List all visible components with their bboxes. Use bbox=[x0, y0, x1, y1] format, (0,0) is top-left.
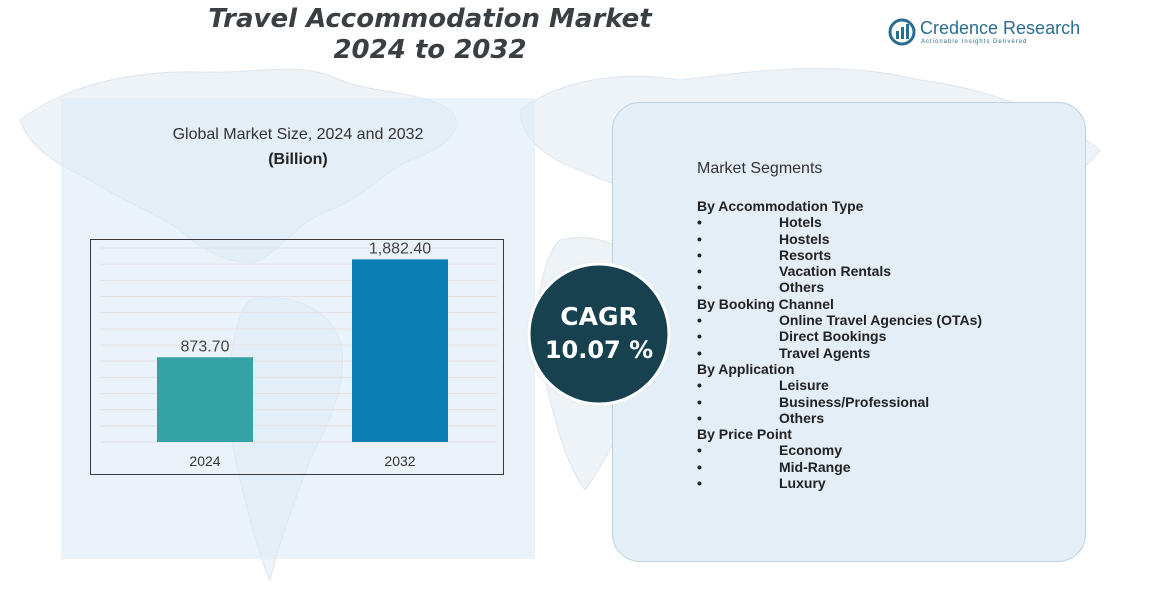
title-line-2: 2024 to 2032 bbox=[333, 35, 527, 65]
bullet-icon: • bbox=[697, 442, 702, 459]
segment-item-label: Online Travel Agencies (OTAs) bbox=[779, 312, 983, 329]
cagr-circle bbox=[527, 262, 671, 406]
segment-item: • Hotels bbox=[697, 214, 1067, 230]
chart-subtitle: (Billion) bbox=[268, 151, 328, 168]
page-title: Travel Accommodation Market 2024 to 2032 bbox=[170, 4, 690, 66]
bullet-icon: • bbox=[697, 344, 702, 361]
segments-title: Market Segments bbox=[697, 160, 823, 177]
cagr-badge: CAGR 10.07 % bbox=[527, 262, 671, 406]
segment-item: • Others bbox=[697, 279, 1067, 295]
bullet-icon: • bbox=[697, 246, 702, 263]
segment-group-title: By Price Point bbox=[697, 426, 792, 443]
segment-item-label: Others bbox=[779, 409, 825, 426]
title-line-1: Travel Accommodation Market bbox=[208, 4, 652, 34]
bullet-icon: • bbox=[697, 475, 702, 492]
x-tick-label: 2032 bbox=[384, 453, 415, 469]
segment-item-label: Luxury bbox=[779, 475, 826, 492]
x-tick-label: 2024 bbox=[189, 453, 220, 469]
segment-item-label: Resorts bbox=[779, 246, 832, 263]
segment-item-label: Business/Professional bbox=[779, 393, 930, 410]
cagr-value: 10.07 % bbox=[544, 336, 654, 364]
company-logo: Credence Research Actionable Insights De… bbox=[888, 16, 1080, 50]
bullet-icon: • bbox=[697, 279, 702, 296]
segment-item: • Travel Agents bbox=[697, 345, 1067, 361]
segment-item: • Economy bbox=[697, 442, 1067, 458]
chart-title: Global Market Size, 2024 and 2032 bbox=[172, 126, 424, 143]
segment-item-label: Vacation Rentals bbox=[779, 263, 892, 280]
segment-item: • Direct Bookings bbox=[697, 328, 1067, 344]
segment-item-label: Mid-Range bbox=[779, 458, 851, 475]
segment-item-label: Leisure bbox=[779, 377, 829, 394]
segments-panel bbox=[612, 102, 1086, 562]
segment-item-label: Others bbox=[779, 279, 825, 296]
segment-item: • Leisure bbox=[697, 377, 1067, 393]
bar-chart: 873.70 2024 1,882.40 2032 bbox=[101, 240, 497, 469]
segment-item: • Hostels bbox=[697, 231, 1067, 247]
bullet-icon: • bbox=[697, 230, 702, 247]
cagr-label: CAGR bbox=[560, 302, 638, 331]
data-label: 1,882.40 bbox=[369, 240, 431, 257]
segment-item-label: Hostels bbox=[779, 230, 830, 247]
bar-chart-logo-icon bbox=[888, 18, 916, 46]
bar-2032 bbox=[352, 259, 448, 442]
segment-item: • Business/Professional bbox=[697, 394, 1067, 410]
segment-item: • Others bbox=[697, 410, 1067, 426]
logo-name: Credence Research bbox=[920, 18, 1081, 38]
bullet-icon: • bbox=[697, 214, 702, 231]
bullet-icon: • bbox=[697, 263, 702, 280]
segments-list: By Accommodation Type • Hotels • Hostels • Res… bbox=[697, 198, 1067, 491]
segment-item: • Resorts bbox=[697, 247, 1067, 263]
segment-item-label: Hotels bbox=[779, 214, 822, 231]
segment-group-title: By Accommodation Type bbox=[697, 198, 864, 214]
segment-item: • Luxury bbox=[697, 475, 1067, 491]
segment-item: • Mid-Range bbox=[697, 459, 1067, 475]
bullet-icon: • bbox=[697, 328, 702, 345]
segment-item: • Online Travel Agencies (OTAs) bbox=[697, 312, 1067, 328]
segment-group-title: By Booking Channel bbox=[697, 295, 834, 312]
segment-item-label: Economy bbox=[779, 442, 843, 459]
bar-2024 bbox=[157, 357, 253, 442]
bullet-icon: • bbox=[697, 377, 702, 394]
segment-item-label: Travel Agents bbox=[779, 344, 871, 361]
segment-item: • Vacation Rentals bbox=[697, 263, 1067, 279]
segment-item-label: Direct Bookings bbox=[779, 328, 887, 345]
segment-group-title: By Application bbox=[697, 360, 795, 377]
data-label: 873.70 bbox=[181, 338, 230, 355]
logo-tagline: Actionable Insights Delivered bbox=[921, 39, 1028, 45]
bullet-icon: • bbox=[697, 458, 702, 475]
chart-frame: 873.70 2024 1,882.40 2032 bbox=[90, 239, 504, 475]
bullet-icon: • bbox=[697, 393, 702, 410]
bullet-icon: • bbox=[697, 409, 702, 426]
bullet-icon: • bbox=[697, 312, 702, 329]
